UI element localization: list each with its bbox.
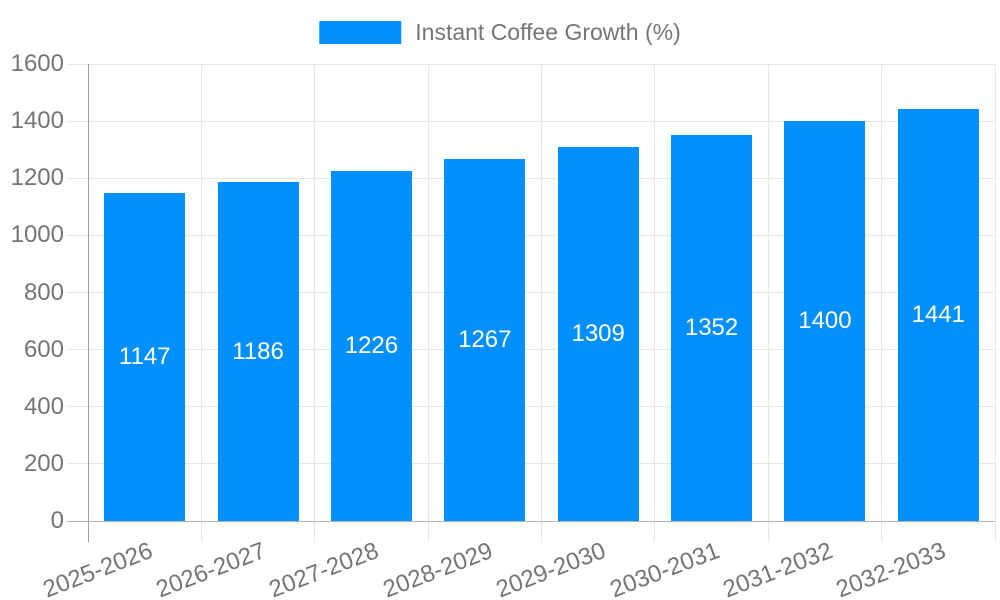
bar-value-label: 1352 [684,313,739,341]
bar[interactable]: 1309 [557,147,639,521]
v-gridline [881,64,883,542]
bar[interactable]: 1147 [104,193,186,521]
y-axis-label: 1000 [10,221,64,249]
v-gridline [767,64,769,542]
bar[interactable]: 1267 [444,159,526,521]
bar[interactable]: 1400 [784,121,866,521]
legend-swatch-icon [319,21,402,44]
bar-value-label: 1226 [344,331,399,359]
h-gridline [67,292,995,293]
bar-value-label: 1147 [118,343,171,371]
v-gridline [200,64,202,542]
y-axis-label: 1600 [10,50,64,77]
y-axis-line [87,64,89,542]
v-gridline [427,64,429,542]
bar-value-label: 1267 [458,326,512,354]
v-gridline [654,64,656,542]
y-axis-label: 200 [23,449,64,477]
bar-value-label: 1441 [911,301,965,329]
bar-value-label: 1400 [798,307,852,335]
y-axis-label: 0 [50,507,64,534]
h-gridline [67,463,995,465]
h-gridline [67,177,995,179]
legend-label: Instant Coffee Growth (%) [415,19,681,45]
y-axis-label: 1200 [10,164,64,192]
x-axis-line [67,520,995,522]
y-axis-label: 600 [23,335,64,363]
bar[interactable]: 1352 [671,134,753,521]
bar[interactable]: 1186 [217,182,299,521]
bar[interactable]: 1441 [897,109,979,521]
plot-area: 1147 1186 1226 1267 1309 1352 1400 1441 [88,64,995,521]
bar-value-label: 1186 [232,337,284,365]
bar[interactable]: 1226 [330,170,412,521]
h-gridline [67,406,995,408]
y-axis-label: 800 [23,278,64,306]
v-gridline [314,64,316,542]
y-axis-label: 1400 [10,107,64,135]
h-gridline [67,63,995,65]
h-gridline [67,120,995,122]
y-axis-label: 400 [23,392,64,420]
h-gridline [67,234,995,236]
bar-value-label: 1309 [571,320,625,348]
h-gridline [67,349,995,351]
legend[interactable]: Instant Coffee Growth (%) [319,19,681,46]
v-gridline [994,64,996,542]
v-gridline [541,64,542,542]
